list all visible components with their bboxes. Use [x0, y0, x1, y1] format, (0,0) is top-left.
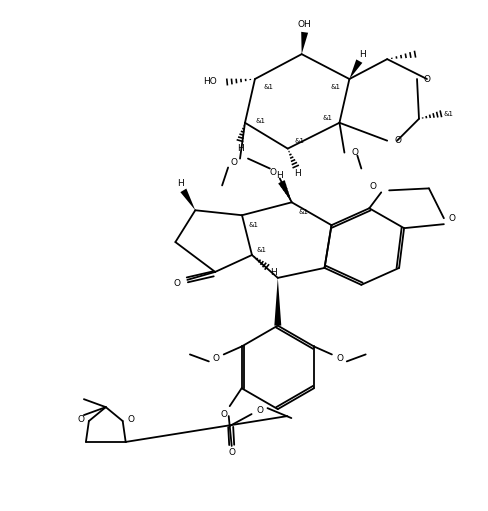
Text: H: H: [177, 179, 184, 188]
Text: O: O: [256, 406, 263, 414]
Text: O: O: [424, 75, 431, 83]
Text: O: O: [174, 280, 181, 288]
Polygon shape: [274, 278, 281, 326]
Polygon shape: [181, 189, 195, 210]
Text: O: O: [78, 414, 84, 424]
Text: H: H: [359, 50, 366, 59]
Text: H: H: [270, 268, 277, 277]
Polygon shape: [279, 181, 292, 202]
Text: O: O: [394, 136, 401, 145]
Text: HO: HO: [203, 78, 217, 86]
Text: O: O: [370, 182, 377, 191]
Text: O: O: [127, 414, 134, 424]
Polygon shape: [301, 32, 308, 54]
Text: &1: &1: [299, 209, 308, 215]
Text: H: H: [237, 144, 244, 153]
Text: &1: &1: [295, 137, 305, 144]
Text: O: O: [269, 168, 276, 177]
Text: O: O: [351, 148, 358, 157]
Text: &1: &1: [256, 118, 266, 124]
Text: &1: &1: [249, 222, 259, 228]
Text: &1: &1: [444, 111, 454, 117]
Text: &1: &1: [264, 84, 274, 90]
Text: H: H: [276, 171, 283, 180]
Text: H: H: [294, 169, 301, 178]
Text: OH: OH: [298, 20, 311, 29]
Text: O: O: [212, 354, 219, 363]
Text: &1: &1: [257, 247, 267, 253]
Text: O: O: [228, 448, 235, 457]
Text: O: O: [448, 214, 455, 223]
Polygon shape: [349, 59, 363, 79]
Text: &1: &1: [330, 84, 341, 90]
Text: &1: &1: [323, 115, 332, 121]
Text: O: O: [230, 158, 238, 167]
Text: O: O: [336, 354, 344, 363]
Text: O: O: [220, 410, 227, 419]
